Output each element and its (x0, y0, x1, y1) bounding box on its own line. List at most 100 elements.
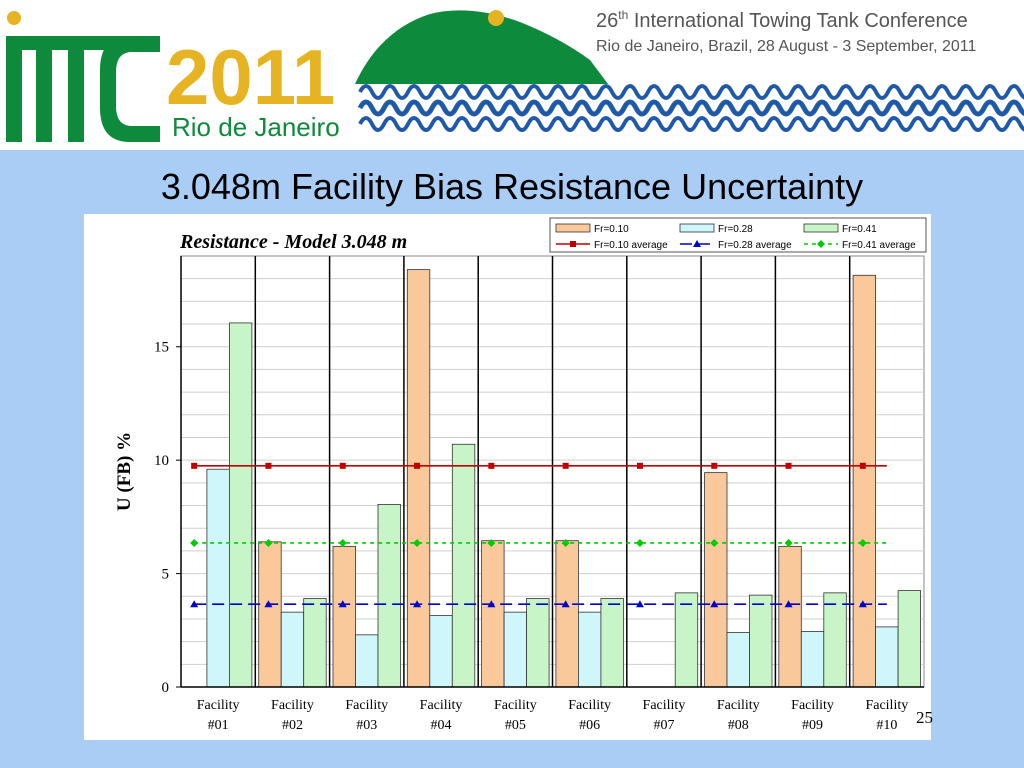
x-tick-label: Facility (345, 698, 388, 713)
bar-Fr010-06 (555, 540, 579, 688)
average-marker (859, 462, 866, 469)
x-tick-label: Facility (568, 698, 611, 713)
average-marker (265, 462, 272, 469)
bar-Fr041-05 (526, 598, 550, 688)
sun-icon (488, 10, 504, 26)
conference-location-dates: Rio de Janeiro, Brazil, 28 August - 3 Se… (596, 38, 976, 55)
average-marker (264, 538, 273, 547)
bar-Fr028-03 (355, 634, 379, 688)
bar-Fr010-05 (481, 540, 505, 688)
average-marker (785, 462, 792, 469)
average-marker (858, 538, 867, 547)
bar-Fr041-06 (600, 598, 624, 688)
conference-banner: 2011 Rio de Janeiro 26th International T… (0, 0, 1024, 150)
chart-container: 0 5 10 15 U (FB) % Facility #01 Facility #02 Faci… (84, 214, 931, 740)
average-marker (190, 538, 199, 547)
bar-Fr028-04 (429, 615, 453, 688)
average-marker (561, 538, 570, 547)
average-marker (858, 600, 867, 608)
average-marker (711, 462, 718, 469)
bar-Fr010-04 (406, 269, 431, 688)
x-tick-label: Facility (494, 698, 537, 713)
x-tick-label: Facility (197, 698, 240, 713)
legend-swatch (679, 223, 715, 233)
bar-Fr028-08 (726, 632, 750, 688)
x-tick-label: #09 (802, 718, 823, 733)
bar-Fr041-01 (228, 322, 253, 688)
average-marker (190, 600, 199, 608)
legend-swatch (555, 223, 591, 233)
ittc-logo: 2011 Rio de Janeiro (6, 11, 340, 142)
bar-Fr041-07 (674, 592, 699, 688)
x-tick-label: Facility (865, 698, 908, 713)
average-marker (414, 462, 421, 469)
bar-Fr028-01 (206, 468, 230, 688)
x-tick-label: #08 (728, 718, 749, 733)
bar-Fr010-09 (778, 545, 802, 688)
bar-Fr028-09 (800, 631, 825, 688)
x-tick-label: #04 (431, 718, 452, 733)
waves-icon (357, 84, 1024, 132)
average-marker (338, 538, 347, 547)
bar-Fr028-05 (503, 611, 528, 688)
resistance-chart: 0 5 10 15 U (FB) % Facility #01 Facility #02 Faci… (114, 217, 927, 733)
average-marker (487, 538, 496, 547)
average-marker (784, 600, 793, 608)
x-tick-label: #03 (356, 718, 377, 733)
bar-Fr028-10 (875, 626, 899, 688)
average-marker (635, 538, 644, 547)
bar-Fr041-03 (377, 503, 401, 688)
bar-Fr028-02 (280, 611, 305, 688)
average-marker (413, 538, 422, 547)
legend-entry: Fr=0.10 average (594, 240, 668, 251)
x-tick-label: #05 (505, 718, 526, 733)
bar-Fr010-10 (852, 274, 876, 688)
legend-marker (817, 240, 825, 248)
legend-entry: Fr=0.41 (842, 224, 877, 235)
y-tick-label: 5 (162, 567, 170, 583)
bar-Fr041-10 (897, 590, 921, 688)
average-marker (338, 600, 347, 608)
legend-marker (693, 240, 701, 247)
average-marker (784, 538, 793, 547)
bar-Fr041-04 (451, 443, 476, 688)
bar-Fr010-08 (704, 472, 728, 688)
x-tick-label: Facility (791, 698, 834, 713)
y-tick-label: 0 (162, 680, 170, 696)
average-marker (710, 600, 719, 608)
average-marker (191, 462, 198, 469)
x-tick-label: #10 (876, 718, 897, 733)
x-tick-label: #02 (282, 718, 303, 733)
legend-entry: Fr=0.28 average (718, 240, 792, 251)
mountain-icon (355, 10, 608, 84)
slide-title: 3.048m Facility Bias Resistance Uncertai… (160, 166, 864, 207)
x-tick-label: Facility (420, 698, 463, 713)
bar-Fr010-02 (258, 541, 282, 688)
x-tick-label: Facility (271, 698, 314, 713)
chart-title: Resistance - Model 3.048 m (179, 231, 407, 253)
bar-Fr028-06 (577, 611, 602, 688)
average-marker (339, 462, 346, 469)
average-marker (636, 462, 643, 469)
x-tick-label: Facility (717, 698, 760, 713)
average-marker (561, 600, 570, 608)
average-marker (635, 600, 644, 608)
x-tick-label: #01 (208, 718, 229, 733)
average-marker (413, 600, 422, 608)
average-marker (487, 600, 496, 608)
page-number: 25 (916, 708, 933, 727)
banner-graphic: 2011 Rio de Janeiro 26th International T… (6, 8, 1024, 142)
logo-city: Rio de Janeiro (172, 112, 340, 142)
x-tick-label: #06 (579, 718, 600, 733)
bar-Fr041-09 (823, 592, 847, 688)
average-marker (488, 462, 495, 469)
logo-dot-icon (7, 11, 21, 25)
average-marker (710, 538, 719, 547)
bar-Fr041-02 (303, 598, 327, 688)
chart-legend: Fr=0.10 Fr=0.28 Fr=0.41 Fr=0.10 average Fr=0… (549, 217, 927, 253)
logo-year: 2011 (166, 33, 335, 121)
legend-entry: Fr=0.28 (718, 224, 753, 235)
bar-Fr010-03 (332, 545, 356, 688)
y-tick-label: 10 (154, 453, 169, 469)
x-tick-label: #07 (653, 718, 674, 733)
